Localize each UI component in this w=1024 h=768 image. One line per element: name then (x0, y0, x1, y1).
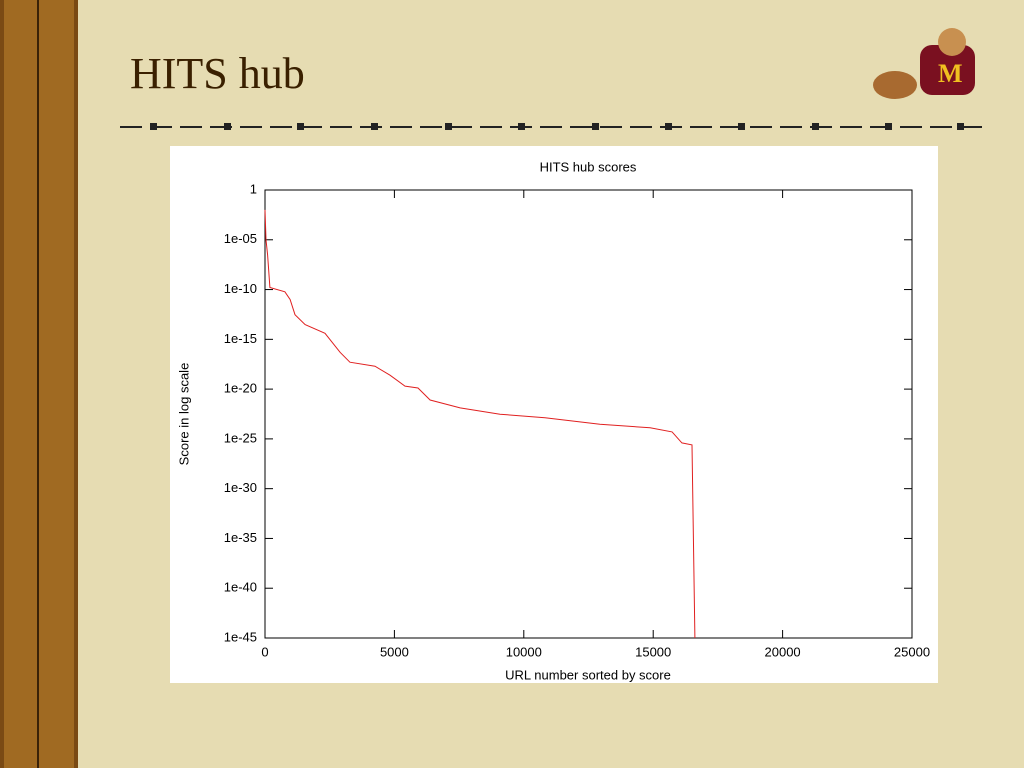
chart-background (170, 146, 938, 683)
y-tick-label: 1e-20 (224, 381, 257, 396)
y-tick-label: 1e-25 (224, 430, 257, 445)
x-tick-label: 0 (261, 644, 268, 659)
x-tick-label: 15000 (635, 644, 671, 659)
y-tick-label: 1e-10 (224, 281, 257, 296)
separator-dots (150, 123, 964, 130)
x-axis-label: URL number sorted by score (505, 667, 671, 682)
mascot: M (873, 28, 975, 99)
y-tick-label: 1e-30 (224, 480, 257, 495)
y-tick-label: 1e-45 (224, 629, 257, 644)
y-tick-label: 1e-05 (224, 231, 257, 246)
y-tick-label: 1e-35 (224, 530, 257, 545)
y-axis-label: Score in log scale (176, 363, 191, 466)
x-tick-label: 25000 (894, 644, 930, 659)
svg-text:M: M (938, 59, 963, 88)
slide-title: HITS hub (130, 49, 305, 98)
y-tick-label: 1e-40 (224, 580, 257, 595)
y-tick-label: 1 (250, 181, 257, 196)
x-tick-label: 5000 (380, 644, 409, 659)
y-tick-label: 1e-15 (224, 331, 257, 346)
data-line (264, 209, 696, 639)
plot-frame (264, 189, 913, 639)
x-tick-label: 20000 (765, 644, 801, 659)
chart: HITS hub scores URL number sorted by sco… (170, 146, 938, 683)
chart-title: HITS hub scores (540, 159, 637, 174)
x-tick-label: 10000 (506, 644, 542, 659)
